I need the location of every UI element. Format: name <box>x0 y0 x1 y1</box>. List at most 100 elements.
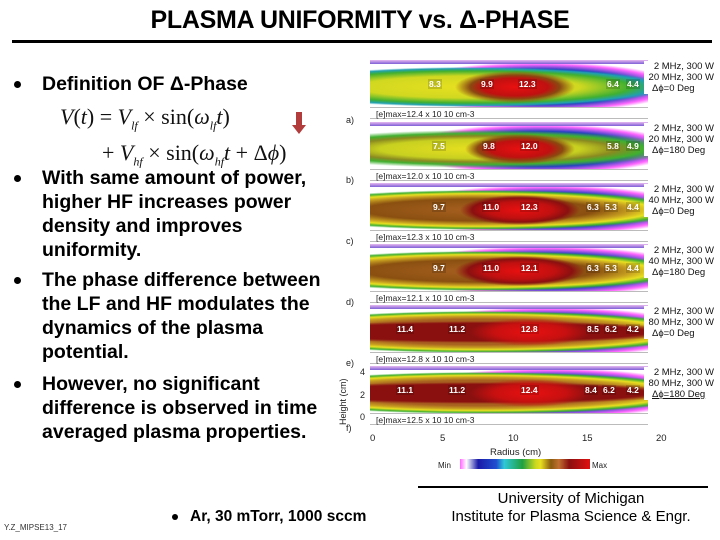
contour-label: 4.2 <box>626 324 640 334</box>
equation-line-2: + Vhf × sin(ωhft + Δϕ) <box>102 140 287 169</box>
contour-label: 9.8 <box>482 141 496 151</box>
plasma-contour <box>370 370 648 416</box>
bullet-line: dynamics of the plasma <box>42 317 264 339</box>
panel-e-conditions: 2 MHz, 300 W 80 MHz, 300 W Δϕ=0 Deg <box>644 306 714 339</box>
lf-power: 2 MHz, 300 W <box>653 367 714 378</box>
ne-max-label: [e]max=12.1 x 10 10 cm-3 <box>370 291 648 303</box>
hf-power: 20 MHz, 300 W <box>648 134 714 145</box>
phase-equation: V(t) = Vlf × sin(ωlft) + Vhf × sin(ωhft … <box>60 103 286 176</box>
plasma-contour <box>370 126 648 172</box>
contour-label: 12.3 <box>520 202 539 212</box>
contour-label: 8.5 <box>586 324 600 334</box>
contour-label: 8.3 <box>428 79 442 89</box>
contour-panel-d: 9.7 11.0 12.1 6.3 5.3 4.4 <box>370 244 648 298</box>
contour-label: 4.9 <box>626 141 640 151</box>
phase-value: Δϕ=180 Deg <box>652 145 706 156</box>
contour-label: 11.2 <box>448 324 467 334</box>
panel-id: f) <box>346 423 352 433</box>
contour-label: 9.7 <box>432 202 446 212</box>
bullet-line: With same amount of power, <box>42 167 307 189</box>
process-conditions: Ar, 30 mTorr, 1000 sccm <box>172 508 366 526</box>
x-tick: 5 <box>440 433 446 444</box>
hf-power: 80 MHz, 300 W <box>648 317 714 328</box>
affiliation-university: University of Michigan <box>497 490 645 507</box>
y-tick: 0 <box>360 412 366 422</box>
hf-power: 40 MHz, 300 W <box>648 256 714 267</box>
panel-rim-top <box>370 60 648 64</box>
colorbar <box>460 459 590 469</box>
y-tick: 2 <box>360 390 366 400</box>
contour-label: 8.4 <box>584 385 598 395</box>
ne-max-label: [e]max=12.5 x 10 10 cm-3 <box>370 413 648 425</box>
lf-power: 2 MHz, 300 W <box>653 245 714 256</box>
contour-label: 4.4 <box>626 202 640 212</box>
contour-label: 6.2 <box>602 385 616 395</box>
panel-id: b) <box>346 175 355 185</box>
panel-rim-top <box>370 366 648 370</box>
ne-max-label: [e]max=12.4 x 10 10 cm-3 <box>370 107 648 119</box>
contour-label: 9.7 <box>432 263 446 273</box>
panel-rim-top <box>370 305 648 309</box>
plasma-contour <box>370 309 648 355</box>
bullet-line: the LF and HF modulates the <box>42 293 310 315</box>
hf-power: 80 MHz, 300 W <box>648 378 714 389</box>
x-axis-label: Radius (cm) <box>490 447 542 458</box>
ne-max-label: [e]max=12.8 x 10 10 cm-3 <box>370 352 648 364</box>
affiliation-institute: Institute for Plasma Science & Engr. <box>451 508 691 525</box>
phase-value: Δϕ=0 Deg <box>652 206 695 217</box>
lf-power: 2 MHz, 300 W <box>653 184 714 195</box>
contour-label: 11.1 <box>396 385 415 395</box>
colorbar-max-label: Max <box>592 461 608 470</box>
contour-panel-a: 8.3 9.9 12.3 6.4 4.4 <box>370 60 648 114</box>
y-tick: 4 <box>360 367 366 377</box>
contour-panel-b: 7.5 9.8 12.0 5.8 4.9 <box>370 122 648 176</box>
ne-max-label: [e]max=12.3 x 10 10 cm-3 <box>370 230 648 242</box>
conditions-text: Ar, 30 mTorr, 1000 sccm <box>190 508 367 525</box>
panel-d-conditions: 2 MHz, 300 W 40 MHz, 300 W Δϕ=180 Deg <box>644 245 714 278</box>
bullet-line: density and improves <box>42 215 243 237</box>
bullet-line: However, no significant <box>42 373 260 395</box>
plasma-contour <box>370 187 648 233</box>
lf-power: 2 MHz, 300 W <box>653 306 714 317</box>
arrow-down-icon <box>296 112 302 126</box>
x-tick: 0 <box>370 433 376 444</box>
contour-label: 12.8 <box>520 324 539 334</box>
bullet-line: The phase difference between <box>42 269 321 291</box>
panel-b-conditions: 2 MHz, 300 W 20 MHz, 300 W Δϕ=180 Deg <box>644 123 714 156</box>
contour-label: 11.0 <box>482 202 501 212</box>
lf-power: 2 MHz, 300 W <box>653 123 714 134</box>
contour-label: 4.4 <box>626 263 640 273</box>
contour-panel-c: 9.7 11.0 12.3 6.3 5.3 4.4 <box>370 183 648 237</box>
arrow-down-head-icon <box>292 125 306 134</box>
hf-power: 20 MHz, 300 W <box>648 72 714 83</box>
plasma-contour <box>370 64 648 110</box>
bullet-line: potential. <box>42 341 129 363</box>
contour-label: 12.1 <box>520 263 539 273</box>
bullet-dot-icon <box>172 513 178 520</box>
phase-value: Δϕ=180 Deg <box>652 267 706 278</box>
electron-density-figure: 8.3 9.9 12.3 6.4 4.4 2 MHz, 300 W 20 MHz… <box>338 55 714 475</box>
contour-panel-f: 11.1 11.2 12.4 8.4 6.2 4.2 <box>370 366 648 420</box>
contour-label: 4.4 <box>626 79 640 89</box>
phase-value: Δϕ=180 Deg <box>652 389 706 400</box>
hf-power: 40 MHz, 300 W <box>648 195 714 206</box>
x-tick: 15 <box>582 433 593 444</box>
contour-label: 11.4 <box>396 324 415 334</box>
bullet-dot-icon <box>14 175 21 182</box>
panel-a-conditions: 2 MHz, 300 W 20 MHz, 300 W Δϕ=0 Deg <box>644 61 714 94</box>
contour-label: 7.5 <box>432 141 446 151</box>
y-axis-label: Height (cm) <box>338 378 348 425</box>
colorbar-min-label: Min <box>438 461 451 470</box>
phase-value: Δϕ=0 Deg <box>652 83 695 94</box>
contour-label: 11.2 <box>448 385 467 395</box>
bullet-line: higher HF increases power <box>42 191 292 213</box>
bullet-text: Definition OF Δ-Phase <box>42 73 248 95</box>
contour-label: 6.4 <box>606 79 620 89</box>
panel-f-conditions: 2 MHz, 300 W 80 MHz, 300 W Δϕ=180 Deg <box>644 367 714 400</box>
panel-id: a) <box>346 115 355 125</box>
phase-value: Δϕ=0 Deg <box>652 328 695 339</box>
bullet-dot-icon <box>14 277 21 284</box>
slide-title: PLASMA UNIFORMITY vs. Δ-PHASE <box>150 6 570 34</box>
panel-id: c) <box>346 236 354 246</box>
contour-label: 5.8 <box>606 141 620 151</box>
